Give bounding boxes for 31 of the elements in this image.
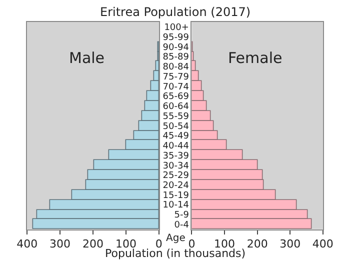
series-label: Female — [228, 49, 282, 67]
x-tick-label: 300 — [280, 237, 301, 250]
y-tick-label: 90-94 — [162, 42, 190, 53]
y-tick-label: 45-49 — [162, 132, 190, 142]
y-tick-label: 70-74 — [162, 82, 190, 92]
y-tick-label: 65-69 — [162, 92, 190, 102]
x-tick-label: 200 — [246, 237, 268, 250]
y-tick-label: 15-19 — [162, 190, 190, 201]
y-tick-label: 5-9 — [174, 210, 190, 221]
y-tick-label: 40-44 — [162, 142, 190, 152]
y-tick-label: 95-99 — [162, 32, 190, 43]
chart-title: Eritrea Population (2017) — [100, 5, 251, 19]
y-tick-label: 60-64 — [162, 102, 190, 112]
x-tick-label: 300 — [50, 237, 71, 250]
y-tick-label: 75-79 — [162, 72, 190, 82]
y-tick-label: 0-4 — [174, 220, 190, 230]
y-tick-label: 25-29 — [162, 171, 190, 182]
x-tick-label: 400 — [16, 237, 38, 250]
x-tick-label: 200 — [82, 237, 104, 250]
y-tick-label: 55-59 — [162, 112, 190, 122]
x-tick-label: 400 — [312, 237, 334, 250]
text: Male — [69, 49, 105, 67]
y-tick-label: 80-84 — [162, 62, 190, 73]
y-tick-label: 50-54 — [162, 122, 190, 132]
y-tick-label: 10-14 — [162, 200, 190, 211]
y-tick-label: 100+ — [164, 23, 189, 34]
y-axis-title: Age — [166, 233, 186, 244]
y-tick-label: 35-39 — [162, 151, 190, 162]
y-tick-label: 30-34 — [162, 161, 190, 172]
y-tick-label: 85-89 — [162, 52, 190, 63]
y-tick-label: 20-24 — [162, 180, 190, 191]
